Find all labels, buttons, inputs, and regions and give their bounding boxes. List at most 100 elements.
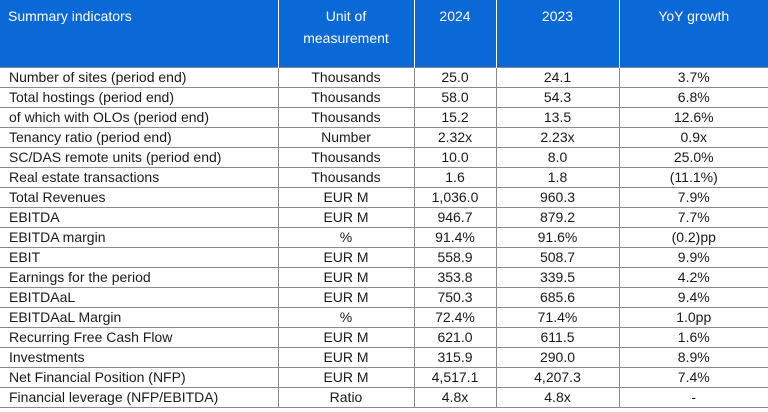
indicator-cell: Total Revenues	[0, 187, 279, 208]
header-year-2023: 2023	[496, 0, 620, 68]
yoy-growth-cell: 9.4%	[619, 287, 768, 308]
table-row: Net Financial Position (NFP) EUR M 4,517.1…	[0, 367, 768, 388]
indicator-cell: EBITDA margin	[0, 227, 279, 248]
value-2024-cell: 4.8x	[414, 387, 497, 408]
unit-cell: EUR M	[278, 347, 415, 368]
unit-cell: %	[278, 227, 415, 248]
table-row: EBIT EUR M 558.9 508.7 9.9%	[0, 247, 768, 268]
value-2024-cell: 4,517.1	[414, 367, 497, 388]
value-2024-cell: 2.32x	[414, 127, 497, 148]
indicator-cell: EBITDAaL	[0, 287, 279, 308]
value-2024-cell: 621.0	[414, 327, 497, 348]
header-year-2024: 2024	[414, 0, 497, 68]
value-2023-cell: 1.8	[496, 167, 620, 188]
indicator-cell: Investments	[0, 347, 279, 368]
unit-cell: Thousands	[278, 87, 415, 108]
value-2024-cell: 58.0	[414, 87, 497, 108]
value-2023-cell: 24.1	[496, 67, 620, 88]
indicator-cell: EBIT	[0, 247, 279, 268]
unit-cell: Thousands	[278, 67, 415, 88]
value-2023-cell: 508.7	[496, 247, 620, 268]
yoy-growth-cell: 7.7%	[619, 207, 768, 228]
unit-cell: EUR M	[278, 207, 415, 228]
yoy-growth-cell: 3.7%	[619, 67, 768, 88]
value-2023-cell: 71.4%	[496, 307, 620, 328]
unit-cell: EUR M	[278, 267, 415, 288]
value-2023-cell: 4,207.3	[496, 367, 620, 388]
table-row: Tenancy ratio (period end) Number 2.32x 2.2…	[0, 127, 768, 148]
unit-cell: Number	[278, 127, 415, 148]
yoy-growth-cell: (11.1%)	[619, 167, 768, 188]
yoy-growth-cell: 7.4%	[619, 367, 768, 388]
indicator-cell: Recurring Free Cash Flow	[0, 327, 279, 348]
table-row: EBITDAaL Margin% 72.4% 71.4% 1.0pp	[0, 307, 768, 328]
value-2024-cell: 1,036.0	[414, 187, 497, 208]
value-2024-cell: 315.9	[414, 347, 497, 368]
yoy-growth-cell: 12.6%	[619, 107, 768, 128]
yoy-growth-cell: 4.2%	[619, 267, 768, 288]
indicator-cell: EBITDAaL Margin	[0, 307, 279, 328]
yoy-growth-cell: (0.2)pp	[619, 227, 768, 248]
value-2024-cell: 946.7	[414, 207, 497, 228]
yoy-growth-cell: 1.6%	[619, 327, 768, 348]
table-row: Number of sites (period end) Thousands 25.…	[0, 67, 768, 88]
header-yoy-growth: YoY growth	[619, 0, 768, 68]
value-2023-cell: 611.5	[496, 327, 620, 348]
indicator-cell: Number of sites (period end)	[0, 67, 279, 88]
table-row: EBITDA margin% 91.4% 91.6% (0.2)pp	[0, 227, 768, 248]
table-row: SC/DAS remote units (period end) Thousand…	[0, 147, 768, 168]
table-row: Investments EUR M 315.9 290.0 8.9%	[0, 347, 768, 368]
value-2023-cell: 8.0	[496, 147, 620, 168]
unit-cell: EUR M	[278, 287, 415, 308]
value-2023-cell: 339.5	[496, 267, 620, 288]
value-2024-cell: 750.3	[414, 287, 497, 308]
table-body: Number of sites (period end) Thousands 25.…	[0, 67, 768, 408]
yoy-growth-cell: 8.9%	[619, 347, 768, 368]
unit-cell: Thousands	[278, 107, 415, 128]
yoy-growth-cell: 7.9%	[619, 187, 768, 208]
value-2023-cell: 685.6	[496, 287, 620, 308]
table-row: EBITDA EUR M 946.7 879.2 7.7%	[0, 207, 768, 228]
indicator-cell: EBITDA	[0, 207, 279, 228]
value-2024-cell: 1.6	[414, 167, 497, 188]
value-2024-cell: 353.8	[414, 267, 497, 288]
table-row: Total hostings (period end) Thousands 58.0…	[0, 87, 768, 108]
value-2023-cell: 54.3	[496, 87, 620, 108]
value-2024-cell: 15.2	[414, 107, 497, 128]
header-summary-indicators: Summary indicators	[0, 0, 279, 68]
table-row: Financial leverage (NFP/EBITDA) Ratio 4.8x…	[0, 387, 768, 408]
table-row: Total Revenues EUR M 1,036.0 960.3 7.9%	[0, 187, 768, 208]
header-row: Summary indicators Unit of measurement 2…	[0, 0, 768, 68]
yoy-growth-cell: 25.0%	[619, 147, 768, 168]
table-row: Real estate transactions Thousands 1.6 1.8(…	[0, 167, 768, 188]
indicator-cell: Net Financial Position (NFP)	[0, 367, 279, 388]
unit-cell: EUR M	[278, 327, 415, 348]
unit-cell: Ratio	[278, 387, 415, 408]
unit-cell: EUR M	[278, 367, 415, 388]
table-row: of which with OLOs (period end) Thousands…	[0, 107, 768, 128]
indicator-cell: Real estate transactions	[0, 167, 279, 188]
header-unit-of-measurement: Unit of measurement	[278, 0, 415, 68]
value-2024-cell: 558.9	[414, 247, 497, 268]
yoy-growth-cell: -	[619, 387, 768, 408]
value-2023-cell: 879.2	[496, 207, 620, 228]
value-2023-cell: 91.6%	[496, 227, 620, 248]
yoy-growth-cell: 9.9%	[619, 247, 768, 268]
value-2023-cell: 2.23x	[496, 127, 620, 148]
table-row: EBITDAaL EUR M 750.3 685.6 9.4%	[0, 287, 768, 308]
unit-cell: %	[278, 307, 415, 328]
value-2024-cell: 10.0	[414, 147, 497, 168]
indicator-cell: Total hostings (period end)	[0, 87, 279, 108]
yoy-growth-cell: 1.0pp	[619, 307, 768, 328]
unit-cell: Thousands	[278, 147, 415, 168]
table-row: Earnings for the period EUR M 353.8 339.5 4.…	[0, 267, 768, 288]
value-2023-cell: 960.3	[496, 187, 620, 208]
table-row: Recurring Free Cash Flow EUR M 621.0 611.5 1…	[0, 327, 768, 348]
yoy-growth-cell: 6.8%	[619, 87, 768, 108]
indicator-cell: SC/DAS remote units (period end)	[0, 147, 279, 168]
indicator-cell: Financial leverage (NFP/EBITDA)	[0, 387, 279, 408]
indicator-cell: of which with OLOs (period end)	[0, 107, 279, 128]
table-header: Summary indicators Unit of measurement 2…	[0, 0, 768, 68]
value-2024-cell: 25.0	[414, 67, 497, 88]
value-2023-cell: 290.0	[496, 347, 620, 368]
